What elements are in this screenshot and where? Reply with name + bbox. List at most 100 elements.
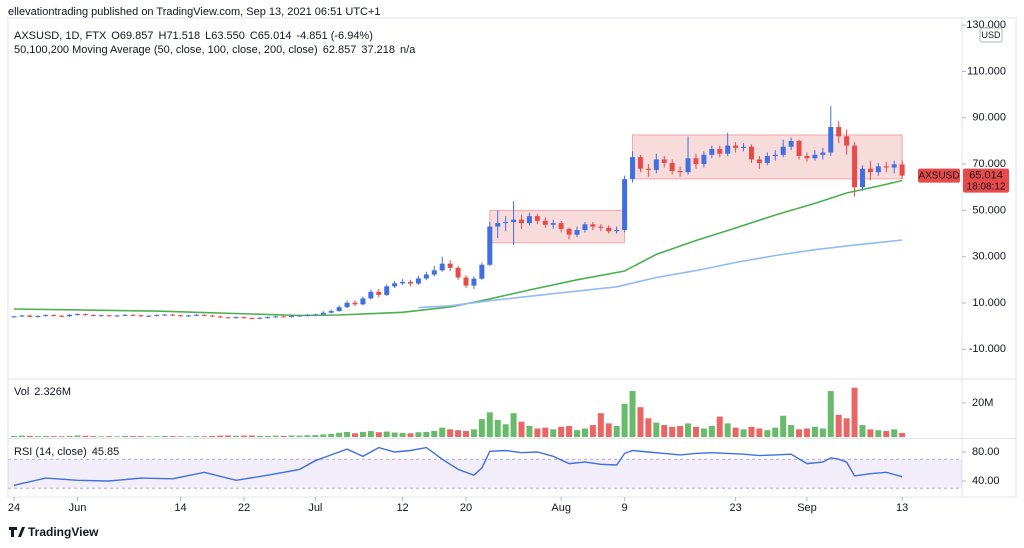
volume-bar — [629, 391, 636, 437]
candle-body — [526, 216, 532, 224]
volume-bar — [796, 429, 803, 437]
x-tick-label: 22 — [238, 502, 250, 514]
candle-body — [891, 164, 897, 168]
candle-body — [162, 314, 168, 316]
candle-body — [653, 159, 659, 170]
volume-bar — [518, 421, 525, 437]
volume-bar — [431, 430, 438, 437]
volume-bar — [344, 431, 351, 437]
candle-body — [598, 226, 604, 228]
volume-bar — [788, 425, 795, 437]
volume-bar — [708, 425, 715, 437]
candle-body — [741, 146, 747, 148]
volume-bar — [566, 425, 573, 437]
candle-body — [875, 166, 881, 173]
candle-body — [352, 302, 358, 305]
symbol-tag-label: AXSUSD — [918, 170, 959, 181]
volume-bar — [90, 436, 97, 437]
volume-bar — [447, 429, 454, 437]
volume-bar — [637, 407, 644, 437]
x-tick-label: 24 — [8, 502, 20, 514]
volume-bar — [494, 419, 501, 437]
candle-body — [804, 155, 810, 159]
candle-body — [637, 157, 643, 169]
candle-body — [820, 152, 826, 155]
volume-bar — [740, 429, 747, 437]
volume-bar — [558, 426, 565, 437]
candle-body — [400, 281, 406, 284]
candle-body — [122, 314, 128, 316]
volume-bar — [859, 425, 866, 437]
volume-bar — [248, 435, 255, 437]
volume-bar — [177, 436, 184, 437]
volume-bar — [137, 436, 144, 437]
candle-body — [717, 149, 723, 154]
volume-bar — [510, 413, 517, 437]
x-tick-label: 23 — [729, 502, 741, 514]
volume-bar — [843, 418, 850, 437]
candle-body — [43, 315, 49, 317]
volume-bar — [288, 435, 295, 437]
candle-body — [146, 315, 152, 317]
candle-body — [780, 146, 786, 155]
volume-bar — [18, 435, 25, 437]
volume-bar — [391, 432, 398, 437]
x-tick-label: Sep — [797, 502, 817, 514]
candle-body — [542, 220, 548, 225]
candle-body — [614, 230, 620, 232]
y-tick-label: 50.000 — [972, 204, 1006, 216]
brand-logo — [9, 527, 25, 537]
volume-bar — [98, 436, 105, 437]
candle-body — [439, 263, 445, 271]
volume-bar — [383, 431, 390, 437]
price-tag-label: 65.014 — [969, 170, 1003, 182]
volume-bar — [891, 429, 898, 437]
volume-bar — [470, 429, 477, 437]
volume-bar — [439, 427, 446, 437]
volume-bar — [351, 433, 358, 437]
volume-bar — [304, 435, 311, 437]
volume-bar — [732, 427, 739, 437]
candle-body — [709, 149, 715, 155]
symbol-tag — [918, 168, 960, 183]
x-tick-label: 12 — [396, 502, 408, 514]
volume-bar — [26, 435, 33, 437]
indicator-value: n/a — [400, 44, 416, 56]
candle-body — [431, 270, 437, 275]
volume-bar — [193, 436, 200, 437]
candle-body — [447, 263, 453, 268]
volume-bar — [899, 433, 906, 437]
volume-bar — [415, 432, 422, 437]
y-tick-label: 20M — [972, 397, 993, 409]
candle-body — [241, 317, 247, 319]
volume-bar — [780, 415, 787, 437]
candle-body — [836, 127, 842, 137]
candle-body — [185, 315, 191, 317]
volume-bar — [589, 425, 596, 437]
volume-bar — [756, 428, 763, 437]
candle-body — [669, 162, 675, 172]
candle-body — [511, 219, 517, 222]
volume-bar — [835, 414, 842, 437]
volume-bar — [129, 436, 136, 437]
volume-bar — [574, 430, 581, 437]
candle-body — [27, 315, 33, 317]
candle-body — [622, 179, 628, 231]
candle-body — [788, 140, 794, 147]
candle-body — [630, 157, 636, 180]
candle-body — [764, 155, 770, 163]
volume-bar — [201, 436, 208, 437]
volume-bar — [233, 435, 240, 437]
candle-body — [796, 140, 802, 156]
candle-body — [98, 315, 104, 317]
zone — [489, 209, 626, 244]
y-tick-label: 70.000 — [972, 158, 1006, 170]
rsi-value: 45.85 — [92, 446, 120, 458]
indicator-value: 37.218 — [361, 44, 395, 56]
rsi-band — [8, 459, 962, 489]
candle-body — [534, 216, 540, 221]
candle-body — [423, 274, 429, 279]
candle-body — [328, 311, 334, 313]
candle-body — [209, 315, 215, 317]
volume-bar — [811, 426, 818, 437]
